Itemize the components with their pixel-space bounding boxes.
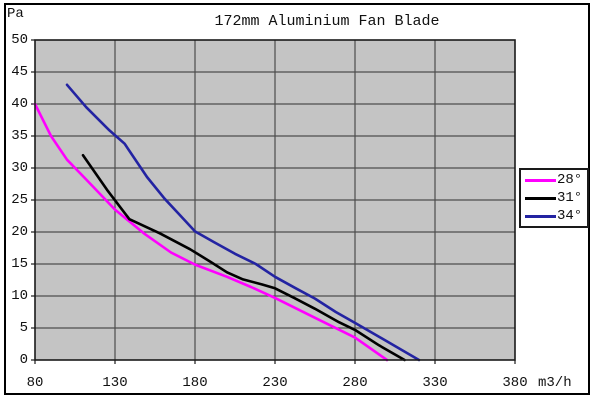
legend-label: 28° bbox=[557, 172, 583, 188]
x-tick-label: 180 bbox=[182, 375, 208, 391]
y-tick-label: 15 bbox=[11, 256, 28, 272]
chart-title: 172mm Aluminium Fan Blade bbox=[214, 13, 440, 30]
y-tick-label: 0 bbox=[19, 352, 28, 368]
legend-line-swatch bbox=[525, 214, 556, 218]
series-line-31° bbox=[81, 153, 406, 362]
legend-label: 34° bbox=[557, 208, 583, 224]
y-tick-label: 40 bbox=[11, 96, 28, 112]
y-axis-unit-label: Pa bbox=[7, 6, 24, 22]
legend: 28° 31° 34° bbox=[519, 168, 589, 228]
x-tick-label: 330 bbox=[422, 375, 448, 391]
legend-item: 31° bbox=[525, 189, 585, 207]
y-tick-label: 10 bbox=[11, 288, 28, 304]
x-tick-label: 230 bbox=[262, 375, 288, 391]
y-tick-label: 25 bbox=[11, 192, 28, 208]
y-tick-label: 5 bbox=[19, 320, 28, 336]
x-tick-label: 380 bbox=[502, 375, 528, 391]
x-tick-label: 280 bbox=[342, 375, 368, 391]
series-line-34° bbox=[65, 83, 421, 362]
legend-item: 34° bbox=[525, 207, 585, 225]
y-tick-label: 50 bbox=[11, 32, 28, 48]
y-tick-label: 30 bbox=[11, 160, 28, 176]
x-axis-unit-label: m3/h bbox=[538, 375, 572, 391]
legend-line-swatch bbox=[525, 178, 556, 182]
chart-outer-border bbox=[4, 3, 590, 395]
legend-line-swatch bbox=[525, 196, 556, 200]
legend-label: 31° bbox=[557, 190, 583, 206]
series-line-28° bbox=[33, 102, 389, 362]
y-tick-label: 35 bbox=[11, 128, 28, 144]
x-tick-label: 130 bbox=[102, 375, 128, 391]
plot-border bbox=[34, 39, 516, 361]
y-tick-label: 45 bbox=[11, 64, 28, 80]
x-tick-label: 80 bbox=[26, 375, 44, 391]
legend-item: 28° bbox=[525, 171, 585, 189]
y-tick-label: 20 bbox=[11, 224, 28, 240]
